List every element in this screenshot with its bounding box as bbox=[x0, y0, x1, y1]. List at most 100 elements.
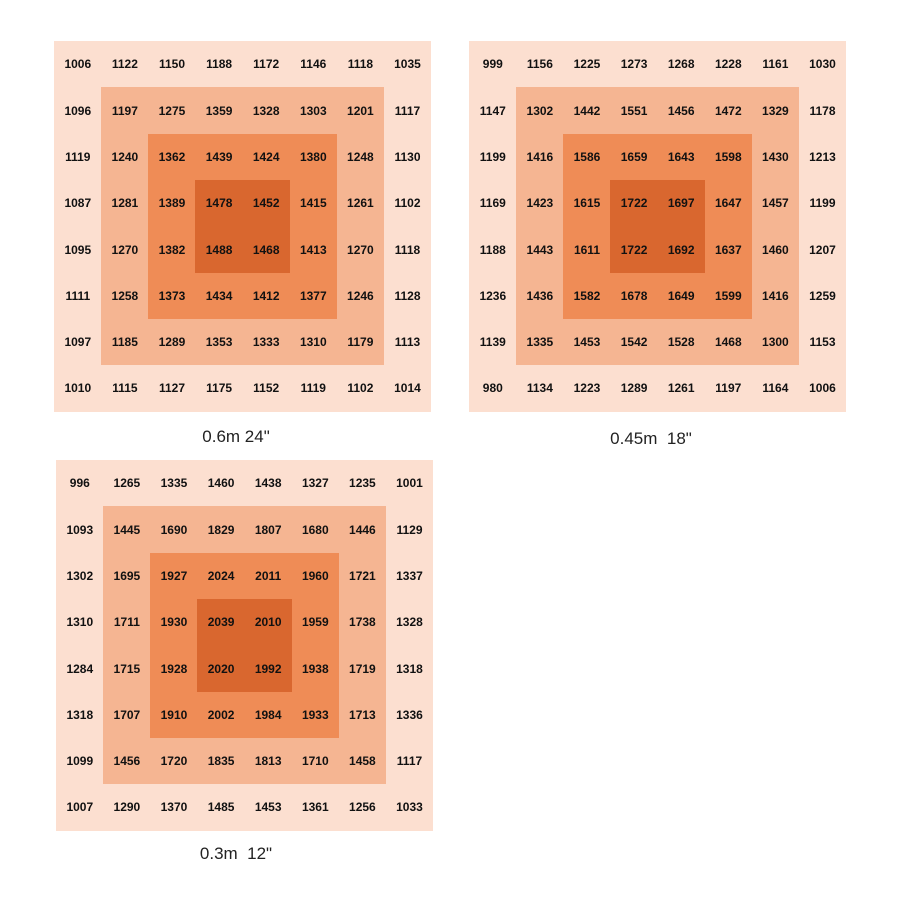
grid-cell: 1697 bbox=[657, 179, 705, 227]
grid-cell: 1327 bbox=[291, 460, 340, 507]
grid-cell: 1223 bbox=[563, 365, 611, 412]
grid-cell: 1030 bbox=[798, 41, 847, 88]
grid-cell: 1302 bbox=[516, 87, 564, 135]
grid-cell: 1150 bbox=[148, 41, 196, 88]
grid-cell: 1456 bbox=[657, 87, 705, 135]
grid-cell: 1438 bbox=[244, 460, 292, 507]
grid-cell: 2002 bbox=[197, 691, 245, 739]
grid-cell: 1460 bbox=[751, 226, 800, 273]
grid-cell: 1412 bbox=[242, 272, 290, 320]
grid-cell: 1442 bbox=[563, 87, 611, 135]
grid-cell: 1259 bbox=[798, 272, 847, 320]
grid-cell: 1452 bbox=[242, 179, 290, 227]
grid-cell: 1006 bbox=[798, 365, 847, 412]
grid-cell: 1248 bbox=[336, 133, 385, 181]
grid-cell: 1134 bbox=[516, 365, 564, 412]
grid-cell: 1113 bbox=[383, 318, 432, 366]
grid-cell: 1035 bbox=[383, 41, 432, 88]
grid-cell: 1659 bbox=[610, 133, 658, 181]
grid-cell: 1715 bbox=[103, 645, 151, 692]
grid-cell: 1370 bbox=[150, 784, 198, 831]
grid-cell: 1225 bbox=[563, 41, 611, 88]
grid-cell: 1303 bbox=[289, 87, 338, 135]
grid-cell: 2011 bbox=[244, 552, 292, 600]
grid-cell: 1738 bbox=[338, 598, 387, 646]
grid-cell: 1275 bbox=[148, 87, 196, 135]
grid-cell: 1599 bbox=[704, 272, 753, 320]
grid-cell: 1188 bbox=[469, 226, 517, 273]
grid-cell: 1984 bbox=[244, 691, 292, 739]
grid-cell: 1102 bbox=[383, 179, 432, 227]
grid-cell: 1179 bbox=[336, 318, 385, 366]
grid-cell: 1122 bbox=[101, 41, 149, 88]
grid-cell: 1161 bbox=[751, 41, 800, 88]
grid-cell: 1960 bbox=[291, 552, 340, 600]
grid-cell: 1649 bbox=[657, 272, 705, 320]
grid-cell: 1268 bbox=[657, 41, 705, 88]
grid-cell: 1434 bbox=[195, 272, 243, 320]
grid-cell: 1236 bbox=[469, 272, 517, 320]
grid-cell: 1959 bbox=[291, 598, 340, 646]
grid-cell: 1415 bbox=[289, 179, 338, 227]
grid-cell: 1256 bbox=[338, 784, 387, 831]
grid-cell: 1389 bbox=[148, 179, 196, 227]
grid-cell: 1119 bbox=[54, 133, 102, 181]
grid-cell: 2039 bbox=[197, 598, 245, 646]
grid-cell: 1439 bbox=[195, 133, 243, 181]
grid-cell: 1380 bbox=[289, 133, 338, 181]
grid-cell: 1485 bbox=[197, 784, 245, 831]
grid-cell: 1615 bbox=[563, 179, 611, 227]
grid-cell: 1010 bbox=[54, 365, 102, 412]
grid-cell: 1692 bbox=[657, 226, 705, 273]
grid-cell: 1270 bbox=[101, 226, 149, 273]
grid-cell: 1457 bbox=[751, 179, 800, 227]
grid-cell: 1430 bbox=[751, 133, 800, 181]
grid-cell: 1289 bbox=[148, 318, 196, 366]
grid-cell: 1413 bbox=[289, 226, 338, 273]
grid-cell: 1680 bbox=[291, 506, 340, 554]
grid-cell: 1284 bbox=[56, 645, 104, 692]
grid-cell: 1551 bbox=[610, 87, 658, 135]
grid-cell: 1933 bbox=[291, 691, 340, 739]
grid-cell: 1228 bbox=[704, 41, 753, 88]
grid-cell: 1147 bbox=[469, 87, 517, 135]
grid-cell: 1118 bbox=[383, 226, 432, 273]
grid-cell: 1199 bbox=[469, 133, 517, 181]
grid-cell: 1258 bbox=[101, 272, 149, 320]
grid-cell: 1270 bbox=[336, 226, 385, 273]
grid-cell: 1586 bbox=[563, 133, 611, 181]
grid-cell: 1453 bbox=[244, 784, 292, 831]
grid-cell: 1377 bbox=[289, 272, 338, 320]
grid-cell: 1721 bbox=[338, 552, 387, 600]
grid-cell: 1261 bbox=[657, 365, 705, 412]
grid-cell: 1910 bbox=[150, 691, 198, 739]
grid-cell: 1362 bbox=[148, 133, 196, 181]
grid-cell: 1468 bbox=[242, 226, 290, 273]
grid-cell: 1093 bbox=[56, 506, 104, 554]
grid-cell: 1328 bbox=[242, 87, 290, 135]
grid-cell: 1938 bbox=[291, 645, 340, 692]
grid-cell: 1927 bbox=[150, 552, 198, 600]
grid-cell: 1336 bbox=[385, 691, 434, 739]
grid-cell: 1127 bbox=[148, 365, 196, 412]
grid-cell: 996 bbox=[56, 460, 104, 507]
grid-cell: 2020 bbox=[197, 645, 245, 692]
grid-cell: 1711 bbox=[103, 598, 151, 646]
grid-cell: 1119 bbox=[289, 365, 338, 412]
grid-cell: 1128 bbox=[383, 272, 432, 320]
grid-cell: 1373 bbox=[148, 272, 196, 320]
grid-cell: 1289 bbox=[610, 365, 658, 412]
grid-cell: 1169 bbox=[469, 179, 517, 227]
grid-cell: 1335 bbox=[150, 460, 198, 507]
grid-cell: 1353 bbox=[195, 318, 243, 366]
grid-cell: 1361 bbox=[291, 784, 340, 831]
grid-cell: 1207 bbox=[798, 226, 847, 273]
grid-cell: 1261 bbox=[336, 179, 385, 227]
grid-cell: 1456 bbox=[103, 737, 151, 785]
grid-cell: 1416 bbox=[516, 133, 564, 181]
grid-cell: 1185 bbox=[101, 318, 149, 366]
grid-cell: 1424 bbox=[242, 133, 290, 181]
grid-cell: 1146 bbox=[289, 41, 338, 88]
grid-cell: 1423 bbox=[516, 179, 564, 227]
